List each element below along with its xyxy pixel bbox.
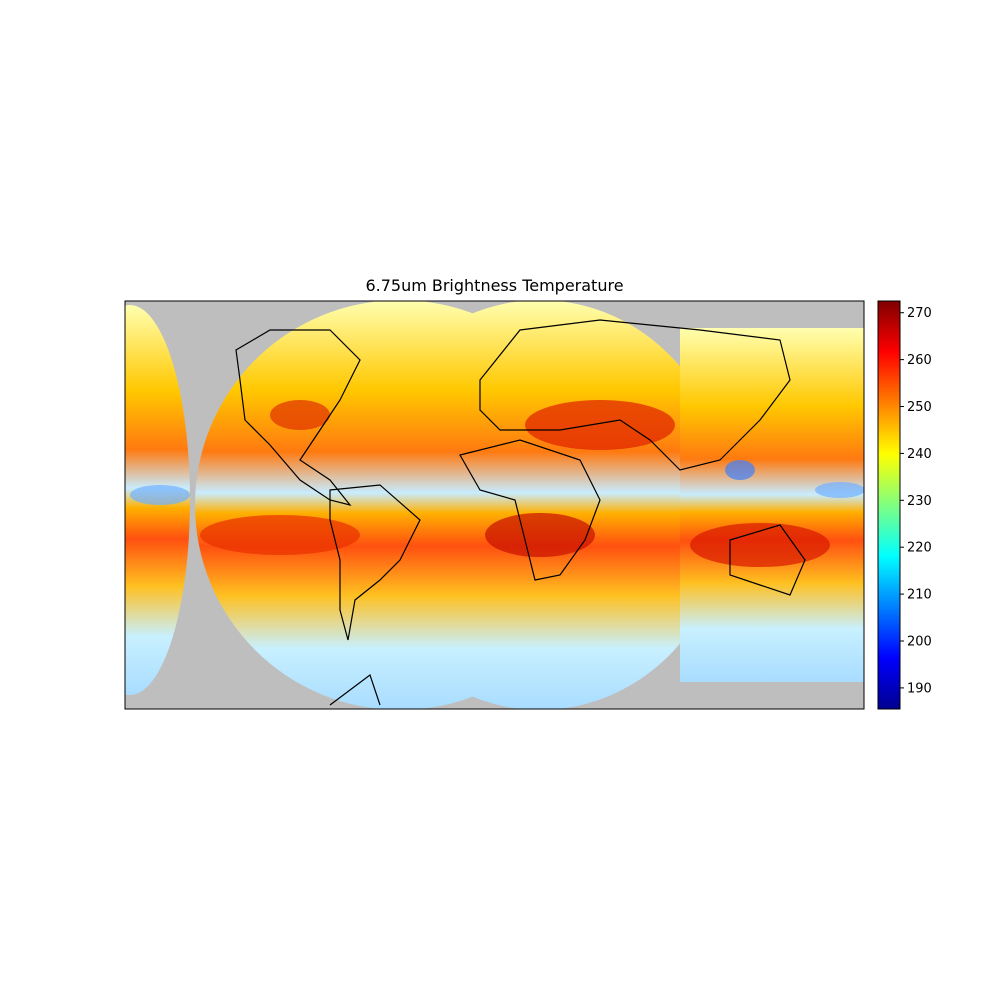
south-america-coast: [329, 484, 421, 641]
map-panel: [125, 301, 864, 709]
meteosat-disk: [350, 301, 730, 709]
eurasia-coast: [479, 319, 791, 471]
colorbar-tick-label: 190: [907, 681, 932, 696]
north-america-coast: [235, 329, 361, 507]
coastlines: [235, 319, 806, 706]
colorbar-tick-label: 250: [907, 400, 932, 415]
colorbar-ticks: 190 200 210 220 230 240 250 260 270: [900, 306, 932, 696]
colorbar-tick-label: 200: [907, 635, 932, 650]
chart-title: 6.75um Brightness Temperature: [365, 276, 624, 295]
temperature-anomalies: [130, 400, 864, 567]
map-frame: [124, 300, 865, 710]
colorbar: 190 200 210 220 230 240 250 260 270: [877, 300, 932, 710]
australia-coast: [729, 524, 806, 596]
africa-coast: [459, 439, 601, 581]
colorbar-tick-label: 210: [907, 588, 932, 603]
colorbar-tick-label: 240: [907, 447, 932, 462]
antarctica-coast: [329, 674, 381, 706]
colorbar-scale: [877, 300, 901, 710]
colorbar-tick-label: 220: [907, 541, 932, 556]
colorbar-tick-label: 230: [907, 494, 932, 509]
colorbar-tick-label: 270: [907, 306, 932, 321]
himawari-sector: [680, 328, 864, 682]
colorbar-tick-label: 260: [907, 353, 932, 368]
